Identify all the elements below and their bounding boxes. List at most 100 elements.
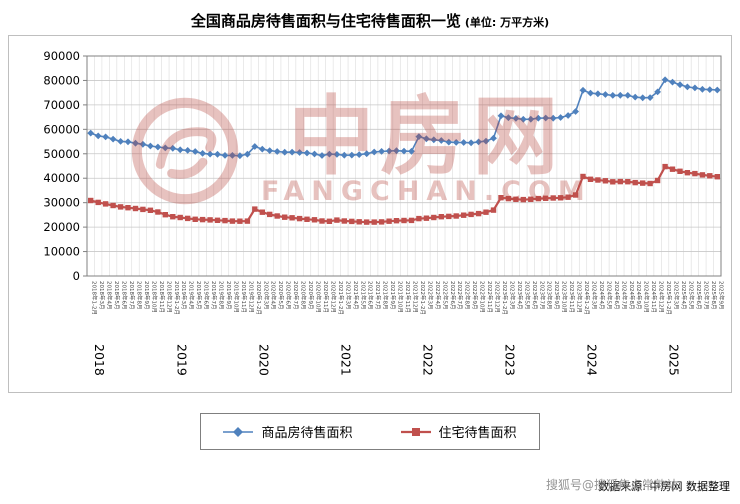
svg-text:0: 0: [73, 269, 80, 283]
svg-text:2025年8月: 2025年8月: [710, 281, 718, 310]
svg-text:2022年3月: 2022年3月: [426, 281, 434, 310]
svg-text:2019年10月: 2019年10月: [232, 281, 240, 313]
svg-text:2019年6月: 2019年6月: [203, 281, 211, 310]
svg-text:2022年4月: 2022年4月: [434, 281, 442, 310]
svg-text:2020年5月: 2020年5月: [277, 281, 285, 310]
svg-text:90000: 90000: [43, 49, 80, 63]
svg-text:2018: 2018: [92, 344, 107, 376]
svg-text:2022年10月: 2022年10月: [479, 281, 487, 313]
svg-text:2021年6月: 2021年6月: [367, 281, 375, 310]
svg-text:2020年9月: 2020年9月: [307, 281, 315, 310]
svg-text:2023年6月: 2023年6月: [531, 281, 539, 310]
svg-text:2021年4月: 2021年4月: [352, 281, 360, 310]
source-suffix: 数据整理: [686, 480, 730, 493]
svg-text:2020年7月: 2020年7月: [292, 281, 300, 310]
svg-text:2020年6月: 2020年6月: [285, 281, 293, 310]
svg-text:2021年8月: 2021年8月: [382, 281, 390, 310]
svg-text:2022年11月: 2022年11月: [486, 281, 494, 313]
svg-text:2021年3月: 2021年3月: [344, 281, 352, 310]
svg-text:2024年10月: 2024年10月: [643, 281, 651, 313]
svg-text:2025年9月: 2025年9月: [717, 281, 725, 310]
svg-text:2022: 2022: [420, 344, 435, 376]
svg-text:2019年9月: 2019年9月: [225, 281, 233, 310]
svg-text:2024: 2024: [585, 344, 600, 376]
svg-text:2024年8月: 2024年8月: [628, 281, 636, 310]
svg-text:50000: 50000: [43, 147, 80, 161]
svg-text:2023年12月: 2023年12月: [576, 281, 584, 313]
svg-text:2020年11月: 2020年11月: [322, 281, 330, 313]
svg-text:2023年5月: 2023年5月: [523, 281, 531, 310]
svg-text:60000: 60000: [43, 122, 80, 136]
svg-text:2022年12月: 2022年12月: [494, 281, 502, 313]
svg-text:2022年9月: 2022年9月: [471, 281, 479, 310]
svg-text:2025年6月: 2025年6月: [695, 281, 703, 310]
svg-text:2023: 2023: [502, 344, 517, 376]
svg-text:2021年12月: 2021年12月: [411, 281, 419, 313]
svg-text:40000: 40000: [43, 171, 80, 185]
svg-text:2022年6月: 2022年6月: [449, 281, 457, 310]
svg-text:2018年9月: 2018年9月: [143, 281, 151, 310]
svg-text:2023年3月: 2023年3月: [508, 281, 516, 310]
svg-text:30000: 30000: [43, 196, 80, 210]
svg-text:2025年1-2月: 2025年1-2月: [665, 281, 673, 315]
line-chart: 0 10000 20000 30000 40000 50000 60000 70000 8000…: [43, 49, 725, 376]
svg-text:2021年7月: 2021年7月: [374, 281, 382, 310]
svg-text:2024年4月: 2024年4月: [598, 281, 606, 310]
svg-text:2019: 2019: [174, 344, 189, 376]
svg-text:2022年5月: 2022年5月: [441, 281, 449, 310]
svg-text:2024年1-2月: 2024年1-2月: [583, 281, 591, 315]
svg-text:2019年1-2月: 2019年1-2月: [173, 281, 181, 315]
svg-text:80000: 80000: [43, 73, 80, 87]
svg-text:2021年10月: 2021年10月: [397, 281, 405, 313]
svg-text:2023年9月: 2023年9月: [553, 281, 561, 310]
svg-text:2023年8月: 2023年8月: [546, 281, 554, 310]
svg-text:2024年7月: 2024年7月: [620, 281, 628, 310]
legend-item-residential: 住宅待售面积: [400, 422, 517, 441]
legend-item-commercial: 商品房待售面积: [223, 422, 353, 441]
legend: 商品房待售面积 住宅待售面积: [0, 413, 740, 450]
svg-text:2025年4月: 2025年4月: [680, 281, 688, 310]
legend-box: 商品房待售面积 住宅待售面积: [200, 413, 540, 450]
svg-text:2018年8月: 2018年8月: [135, 281, 143, 310]
legend-label-commercial: 商品房待售面积: [261, 426, 353, 441]
svg-text:2019年4月: 2019年4月: [188, 281, 196, 310]
chart-title: 全国商品房待售面积与住宅待售面积一览 (单位: 万平方米): [0, 10, 740, 31]
svg-text:2018年5月: 2018年5月: [113, 281, 121, 310]
svg-text:2020年8月: 2020年8月: [300, 281, 308, 310]
platform-watermark-text: 搜狐号@搜狐焦点常熟站: [545, 478, 678, 492]
svg-text:2019年7月: 2019年7月: [210, 281, 218, 310]
svg-text:2018年1-2月: 2018年1-2月: [91, 281, 99, 315]
svg-text:2019年8月: 2019年8月: [218, 281, 226, 310]
svg-text:2020年12月: 2020年12月: [329, 281, 337, 313]
svg-text:2022年1-2月: 2022年1-2月: [419, 281, 427, 315]
svg-text:2024年3月: 2024年3月: [590, 281, 598, 310]
svg-text:2024年6月: 2024年6月: [613, 281, 621, 310]
chart-title-text: 全国商品房待售面积与住宅待售面积一览: [190, 12, 461, 30]
svg-text:2022年7月: 2022年7月: [456, 281, 464, 310]
svg-text:2020: 2020: [256, 344, 271, 376]
svg-text:2018年3月: 2018年3月: [98, 281, 106, 310]
svg-text:2021: 2021: [338, 344, 353, 376]
legend-marker-square-icon: [400, 427, 431, 436]
svg-text:2023年11月: 2023年11月: [568, 281, 576, 313]
svg-text:2019年3月: 2019年3月: [180, 281, 188, 310]
svg-text:2018年7月: 2018年7月: [128, 281, 136, 310]
svg-text:2024年9月: 2024年9月: [635, 281, 643, 310]
svg-text:2021年11月: 2021年11月: [404, 281, 412, 313]
svg-text:2025年3月: 2025年3月: [673, 281, 681, 310]
svg-text:2020年4月: 2020年4月: [270, 281, 278, 310]
svg-text:2025年7月: 2025年7月: [702, 281, 710, 310]
svg-text:2025年5月: 2025年5月: [687, 281, 695, 310]
svg-text:10000: 10000: [43, 245, 80, 259]
svg-text:2018年6月: 2018年6月: [121, 281, 129, 310]
legend-marker-diamond-icon: [223, 426, 254, 437]
legend-label-residential: 住宅待售面积: [438, 426, 517, 441]
svg-text:20000: 20000: [43, 220, 80, 234]
svg-text:2025: 2025: [667, 344, 682, 376]
chart-title-unit: (单位: 万平方米): [464, 16, 550, 29]
svg-text:70000: 70000: [43, 98, 80, 112]
svg-text:2020年3月: 2020年3月: [262, 281, 270, 310]
svg-text:2023年10月: 2023年10月: [561, 281, 569, 313]
svg-text:2020年10月: 2020年10月: [314, 281, 322, 313]
svg-text:2019年12月: 2019年12月: [247, 281, 255, 313]
